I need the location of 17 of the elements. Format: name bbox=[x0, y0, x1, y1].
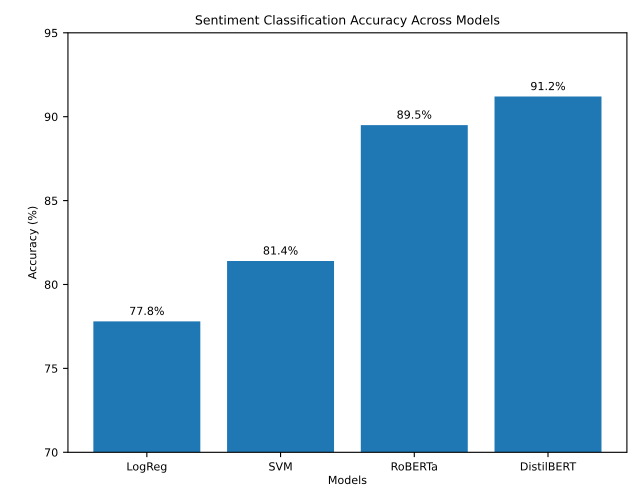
y-tick-label: 75 bbox=[44, 364, 58, 373]
chart-title: Sentiment Classification Accuracy Across Models bbox=[196, 14, 500, 28]
y-axis-title: Accuracy (%) bbox=[28, 206, 39, 280]
y-tick-label: 70 bbox=[44, 448, 58, 457]
y-tick-label: 80 bbox=[44, 280, 58, 289]
x-tick-label: RoBERTa bbox=[392, 462, 437, 471]
y-tick-label: 90 bbox=[44, 112, 58, 122]
x-axis-title: Models bbox=[328, 476, 366, 484]
data-label: 81.4% bbox=[264, 246, 298, 255]
x-tick-label: SVM bbox=[269, 462, 292, 471]
x-tick-label: LogReg bbox=[127, 462, 166, 473]
x-tick-label: DistilBERT bbox=[520, 462, 576, 471]
y-tick-label: 85 bbox=[44, 196, 58, 205]
data-label: 89.5% bbox=[397, 110, 432, 119]
y-tick-label: 95 bbox=[44, 28, 58, 38]
data-label: 77.8% bbox=[130, 306, 164, 316]
data-label: 91.2% bbox=[531, 82, 566, 90]
